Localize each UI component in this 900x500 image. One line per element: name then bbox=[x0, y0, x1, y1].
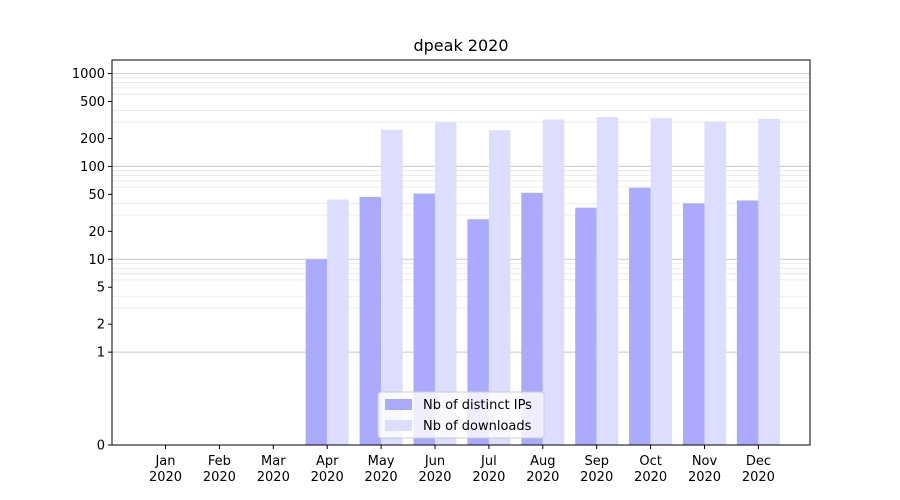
legend-box bbox=[377, 391, 545, 439]
bar-downloads bbox=[650, 118, 673, 446]
legend: Nb of distinct IPs Nb of downloads bbox=[377, 391, 545, 439]
bar-distinct-ips bbox=[305, 259, 328, 445]
bar-downloads bbox=[542, 119, 565, 445]
bars bbox=[305, 117, 780, 446]
x-tick-label-year: 2020 bbox=[526, 470, 559, 485]
bar-distinct-ips bbox=[359, 196, 382, 445]
x-tick-label-month: Dec bbox=[746, 454, 771, 469]
bar-distinct-ips bbox=[467, 219, 489, 445]
x-tick-label-year: 2020 bbox=[203, 470, 236, 485]
x-tick-label-year: 2020 bbox=[688, 470, 721, 485]
y-tick-label: 50 bbox=[88, 188, 105, 203]
bar-downloads bbox=[435, 122, 457, 446]
bar-downloads bbox=[596, 117, 619, 445]
y-tick-label: 20 bbox=[88, 225, 105, 240]
plot-frame bbox=[111, 59, 811, 446]
legend-swatch bbox=[385, 399, 412, 410]
y-axis: 0 1 2 5 10 20 50 100 200 500 1000 bbox=[72, 67, 112, 454]
y-tick-label: 5 bbox=[97, 281, 105, 296]
y-tick-label: 10 bbox=[88, 253, 105, 268]
chart-title: dpeak 2020 bbox=[413, 36, 508, 55]
legend-swatch bbox=[385, 420, 412, 431]
grid-lines bbox=[112, 73, 810, 353]
bar-downloads bbox=[381, 129, 403, 445]
y-tick-label: 200 bbox=[80, 132, 105, 147]
x-tick-label-year: 2020 bbox=[580, 470, 613, 485]
x-tick-label-month: Jun bbox=[424, 454, 445, 469]
bar-distinct-ips bbox=[521, 192, 543, 445]
y-tick-label: 500 bbox=[80, 95, 105, 110]
x-tick-label-year: 2020 bbox=[257, 470, 290, 485]
y-tick-label: 1 bbox=[97, 346, 105, 361]
x-tick-label-year: 2020 bbox=[418, 470, 451, 485]
y-tick-label: 2 bbox=[97, 318, 105, 333]
x-tick-label-month: May bbox=[368, 454, 395, 469]
legend-label: Nb of distinct IPs bbox=[423, 398, 532, 413]
x-tick-label-year: 2020 bbox=[634, 470, 667, 485]
x-tick-label-month: Sep bbox=[584, 454, 609, 469]
x-tick-label-month: Aug bbox=[530, 454, 555, 469]
bar-downloads bbox=[704, 121, 726, 445]
bar-distinct-ips bbox=[575, 207, 597, 445]
x-tick-label-month: Apr bbox=[316, 454, 339, 469]
x-axis: Jan2020Feb2020Mar2020Apr2020May2020Jun20… bbox=[149, 445, 775, 485]
x-tick-label-month: Feb bbox=[208, 454, 231, 469]
y-tick-label: 1000 bbox=[72, 67, 105, 82]
bar-downloads bbox=[488, 130, 511, 445]
bar-distinct-ips bbox=[629, 187, 651, 445]
x-tick-label-year: 2020 bbox=[742, 470, 775, 485]
bar-downloads bbox=[327, 199, 349, 445]
bar-downloads bbox=[758, 118, 780, 445]
bar-distinct-ips bbox=[736, 200, 759, 445]
y-tick-label: 0 bbox=[97, 439, 105, 454]
x-tick-label-year: 2020 bbox=[149, 470, 182, 485]
x-tick-label-month: Nov bbox=[692, 454, 718, 469]
x-tick-label-year: 2020 bbox=[365, 470, 398, 485]
x-tick-label-month: Mar bbox=[261, 454, 286, 469]
x-tick-label-month: Jul bbox=[480, 454, 497, 469]
bar-distinct-ips bbox=[413, 193, 435, 445]
legend-label: Nb of downloads bbox=[423, 419, 532, 434]
x-tick-label-year: 2020 bbox=[472, 470, 505, 485]
x-tick-label-month: Jan bbox=[154, 454, 175, 469]
x-tick-label-month: Oct bbox=[639, 454, 661, 469]
x-tick-label-year: 2020 bbox=[311, 470, 344, 485]
bar-distinct-ips bbox=[683, 203, 705, 445]
y-tick-label: 100 bbox=[80, 160, 105, 175]
